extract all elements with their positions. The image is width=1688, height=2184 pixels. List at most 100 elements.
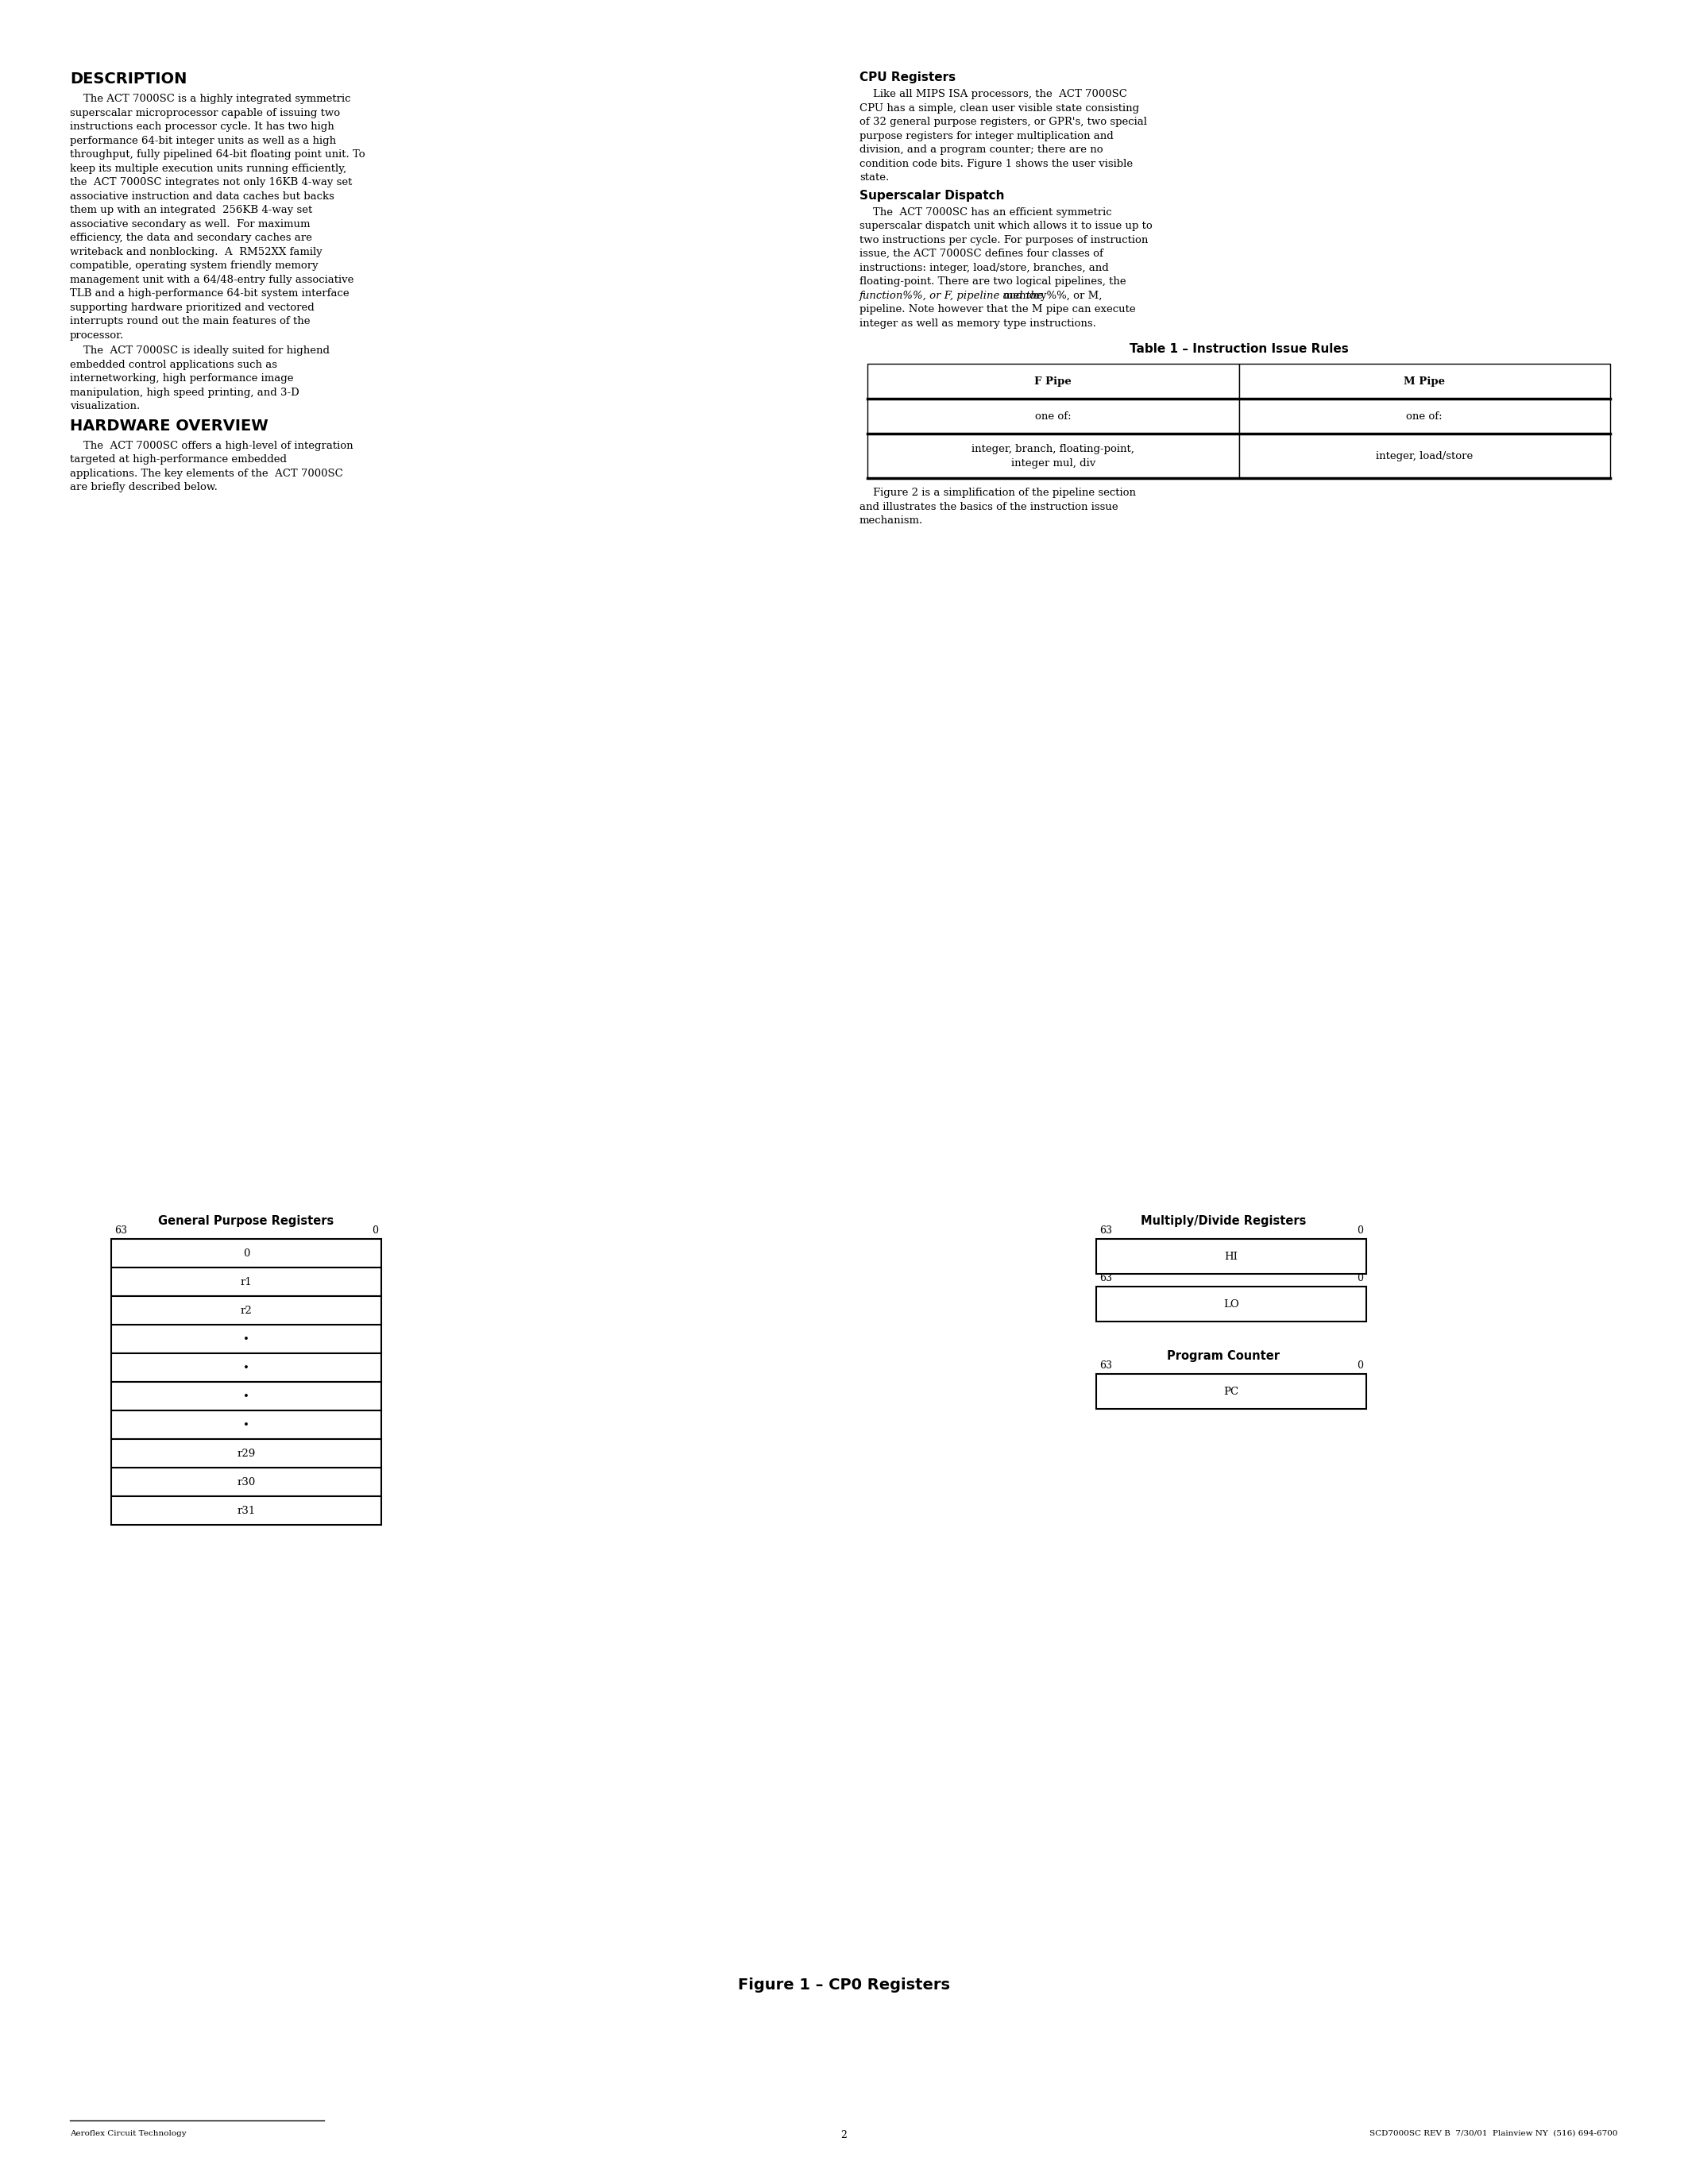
- Text: superscalar dispatch unit which allows it to issue up to: superscalar dispatch unit which allows i…: [859, 221, 1153, 232]
- Text: 0: 0: [1357, 1361, 1364, 1372]
- Text: instructions: integer, load/store, branches, and: instructions: integer, load/store, branc…: [859, 262, 1109, 273]
- Text: r29: r29: [236, 1448, 255, 1459]
- Text: integer, load/store: integer, load/store: [1376, 450, 1474, 461]
- Text: visualization.: visualization.: [69, 402, 140, 411]
- Text: embedded control applications such as: embedded control applications such as: [69, 360, 277, 369]
- Text: Multiply/Divide Registers: Multiply/Divide Registers: [1141, 1214, 1307, 1227]
- Text: integer mul, div: integer mul, div: [1011, 459, 1096, 467]
- Text: Like all MIPS ISA processors, the  ACT 7000SC: Like all MIPS ISA processors, the ACT 70…: [859, 90, 1128, 98]
- Bar: [1239, 400, 1610, 435]
- Text: LO: LO: [1224, 1299, 1239, 1308]
- Text: pipeline. Note however that the M pipe can execute: pipeline. Note however that the M pipe c…: [859, 304, 1136, 314]
- Bar: [111, 1326, 381, 1354]
- Bar: [1096, 1238, 1366, 1273]
- Text: 2: 2: [841, 2129, 847, 2140]
- Text: superscalar microprocessor capable of issuing two: superscalar microprocessor capable of is…: [69, 107, 339, 118]
- Text: are briefly described below.: are briefly described below.: [69, 483, 218, 491]
- Text: Table 1 – Instruction Issue Rules: Table 1 – Instruction Issue Rules: [1129, 343, 1349, 356]
- Bar: [111, 1238, 381, 1267]
- Text: interrupts round out the main features of the: interrupts round out the main features o…: [69, 317, 311, 325]
- Text: SCD7000SC REV B  7/30/01  Plainview NY  (516) 694-6700: SCD7000SC REV B 7/30/01 Plainview NY (51…: [1371, 2129, 1619, 2138]
- Text: internetworking, high performance image: internetworking, high performance image: [69, 373, 294, 384]
- Text: purpose registers for integer multiplication and: purpose registers for integer multiplica…: [859, 131, 1114, 142]
- Text: associative secondary as well.  For maximum: associative secondary as well. For maxim…: [69, 218, 311, 229]
- Text: condition code bits. Figure 1 shows the user visible: condition code bits. Figure 1 shows the …: [859, 159, 1133, 168]
- Text: floating-point. There are two logical pipelines, the: floating-point. There are two logical pi…: [859, 277, 1126, 286]
- Text: r2: r2: [240, 1306, 252, 1315]
- Text: integer as well as memory type instructions.: integer as well as memory type instructi…: [859, 319, 1096, 328]
- Text: CPU has a simple, clean user visible state consisting: CPU has a simple, clean user visible sta…: [859, 103, 1139, 114]
- Text: memory%%, or M,: memory%%, or M,: [1003, 290, 1102, 301]
- Text: •: •: [243, 1334, 250, 1343]
- Bar: [111, 1295, 381, 1326]
- Text: Figure 1 – CP0 Registers: Figure 1 – CP0 Registers: [738, 1977, 950, 1992]
- Text: keep its multiple execution units running efficiently,: keep its multiple execution units runnin…: [69, 164, 346, 173]
- Text: management unit with a 64/48-entry fully associative: management unit with a 64/48-entry fully…: [69, 275, 354, 284]
- Bar: [111, 1382, 381, 1411]
- Text: r31: r31: [236, 1505, 255, 1516]
- Text: General Purpose Registers: General Purpose Registers: [159, 1214, 334, 1227]
- Text: integer, branch, floating-point,: integer, branch, floating-point,: [972, 443, 1134, 454]
- Text: efficiency, the data and secondary caches are: efficiency, the data and secondary cache…: [69, 234, 312, 242]
- Bar: [868, 400, 1239, 435]
- Text: function%%, or F, pipeline and the: function%%, or F, pipeline and the: [859, 290, 1048, 301]
- Text: associative instruction and data caches but backs: associative instruction and data caches …: [69, 190, 334, 201]
- Text: Program Counter: Program Counter: [1166, 1350, 1280, 1363]
- Text: of 32 general purpose registers, or GPR's, two special: of 32 general purpose registers, or GPR'…: [859, 116, 1148, 127]
- Bar: [1096, 1286, 1366, 1321]
- Text: The  ACT 7000SC is ideally suited for highend: The ACT 7000SC is ideally suited for hig…: [69, 345, 329, 356]
- Text: F Pipe: F Pipe: [1035, 376, 1072, 387]
- Text: supporting hardware prioritized and vectored: supporting hardware prioritized and vect…: [69, 301, 314, 312]
- Text: 63: 63: [1099, 1361, 1112, 1372]
- Text: CPU Registers: CPU Registers: [859, 72, 955, 83]
- Text: throughput, fully pipelined 64-bit floating point unit. To: throughput, fully pipelined 64-bit float…: [69, 149, 365, 159]
- Text: TLB and a high-performance 64-bit system interface: TLB and a high-performance 64-bit system…: [69, 288, 349, 299]
- Text: division, and a program counter; there are no: division, and a program counter; there a…: [859, 144, 1102, 155]
- Text: compatible, operating system friendly memory: compatible, operating system friendly me…: [69, 260, 319, 271]
- Bar: [111, 1267, 381, 1295]
- Text: writeback and nonblocking.  A  RM52XX family: writeback and nonblocking. A RM52XX fami…: [69, 247, 322, 258]
- Text: The ACT 7000SC is a highly integrated symmetric: The ACT 7000SC is a highly integrated sy…: [69, 94, 351, 105]
- Bar: [1096, 1374, 1366, 1409]
- Bar: [111, 1439, 381, 1468]
- Text: targeted at high-performance embedded: targeted at high-performance embedded: [69, 454, 287, 465]
- Text: Superscalar Dispatch: Superscalar Dispatch: [859, 190, 1004, 201]
- Text: M Pipe: M Pipe: [1404, 376, 1445, 387]
- Text: 63: 63: [115, 1225, 127, 1236]
- Text: •: •: [243, 1391, 250, 1402]
- Text: them up with an integrated  256KB 4-way set: them up with an integrated 256KB 4-way s…: [69, 205, 312, 216]
- Text: performance 64-bit integer units as well as a high: performance 64-bit integer units as well…: [69, 135, 336, 146]
- Text: one of:: one of:: [1035, 411, 1072, 422]
- Text: instructions each processor cycle. It has two high: instructions each processor cycle. It ha…: [69, 122, 334, 131]
- Bar: [868, 435, 1239, 478]
- Text: The  ACT 7000SC has an efficient symmetric: The ACT 7000SC has an efficient symmetri…: [859, 207, 1112, 216]
- Text: manipulation, high speed printing, and 3-D: manipulation, high speed printing, and 3…: [69, 387, 299, 397]
- Text: 0: 0: [1357, 1225, 1364, 1236]
- Text: The  ACT 7000SC offers a high-level of integration: The ACT 7000SC offers a high-level of in…: [69, 441, 353, 450]
- Bar: [111, 1496, 381, 1524]
- Text: 0: 0: [1357, 1273, 1364, 1284]
- Text: mechanism.: mechanism.: [859, 515, 923, 526]
- Text: Figure 2 is a simplification of the pipeline section: Figure 2 is a simplification of the pipe…: [859, 487, 1136, 498]
- Bar: [111, 1411, 381, 1439]
- Text: HI: HI: [1224, 1251, 1237, 1262]
- Text: two instructions per cycle. For purposes of instruction: two instructions per cycle. For purposes…: [859, 234, 1148, 245]
- Text: 63: 63: [1099, 1273, 1112, 1284]
- Text: PC: PC: [1224, 1387, 1239, 1396]
- Text: r1: r1: [240, 1278, 252, 1286]
- Text: r30: r30: [236, 1476, 255, 1487]
- Bar: [111, 1468, 381, 1496]
- Text: issue, the ACT 7000SC defines four classes of: issue, the ACT 7000SC defines four class…: [859, 249, 1104, 260]
- Text: HARDWARE OVERVIEW: HARDWARE OVERVIEW: [69, 417, 268, 432]
- Text: 0: 0: [371, 1225, 378, 1236]
- Text: •: •: [243, 1420, 250, 1431]
- Text: 0: 0: [243, 1247, 250, 1258]
- Text: applications. The key elements of the  ACT 7000SC: applications. The key elements of the AC…: [69, 467, 343, 478]
- Bar: [1239, 435, 1610, 478]
- Text: DESCRIPTION: DESCRIPTION: [69, 72, 187, 87]
- Text: state.: state.: [859, 173, 890, 183]
- Text: the  ACT 7000SC integrates not only 16KB 4-way set: the ACT 7000SC integrates not only 16KB …: [69, 177, 353, 188]
- Text: Aeroflex Circuit Technology: Aeroflex Circuit Technology: [69, 2129, 186, 2138]
- Text: processor.: processor.: [69, 330, 125, 341]
- Text: 63: 63: [1099, 1225, 1112, 1236]
